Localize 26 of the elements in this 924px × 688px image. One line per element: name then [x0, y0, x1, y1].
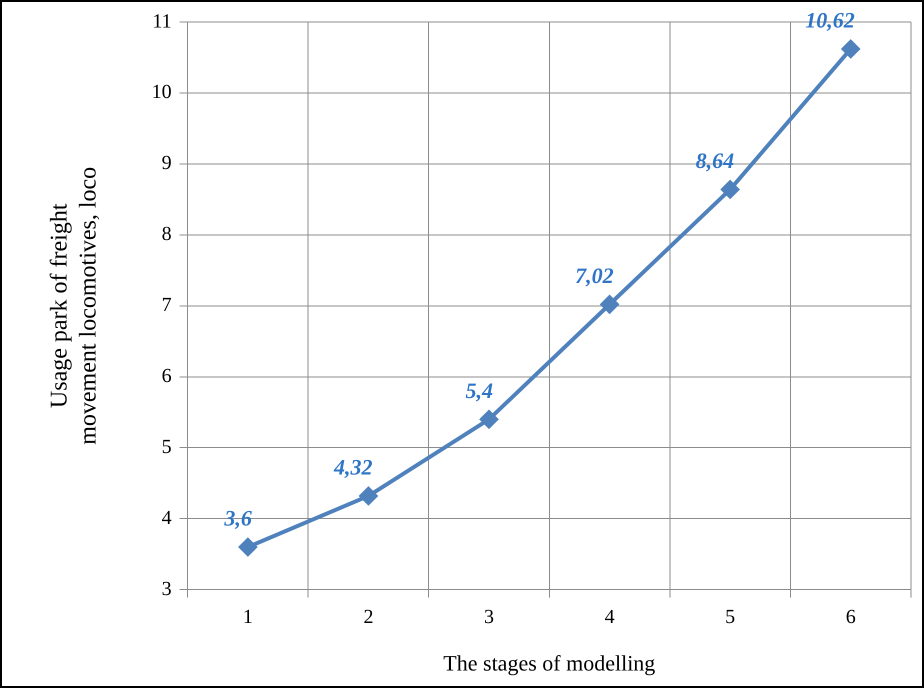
data-label: 7,02	[575, 263, 614, 288]
y-tick-label: 11	[152, 10, 172, 32]
point	[600, 295, 619, 314]
data-label: 4,32	[332, 454, 372, 480]
x-tick-label: 6	[846, 606, 856, 628]
y-tick-label: 5	[162, 436, 172, 458]
y-tick-label: 4	[162, 506, 172, 529]
x-tick-label: 2	[363, 606, 374, 628]
y-axis-title: Usage park of freight movement locomotives, loco	[46, 166, 102, 445]
y-tick-label: 7	[162, 294, 172, 316]
x-axis-title: The stages of modelling	[443, 650, 656, 676]
y-tick-label: 9	[162, 152, 172, 174]
y-tick-label: 10	[152, 81, 172, 104]
y-tick-label: 3	[162, 578, 172, 600]
x-tick-label: 4	[604, 606, 615, 628]
point	[359, 486, 378, 505]
x-tick-label: 1	[242, 606, 253, 628]
y-tick-label: 6	[162, 365, 172, 387]
point	[721, 180, 740, 198]
data-label: 5,4	[466, 378, 494, 404]
y-tick-label: 8	[162, 223, 172, 246]
x-tick-label: 3	[484, 606, 494, 628]
x-tick-label: 5	[725, 606, 736, 628]
point	[842, 40, 860, 58]
point	[238, 538, 257, 556]
point	[480, 410, 498, 428]
